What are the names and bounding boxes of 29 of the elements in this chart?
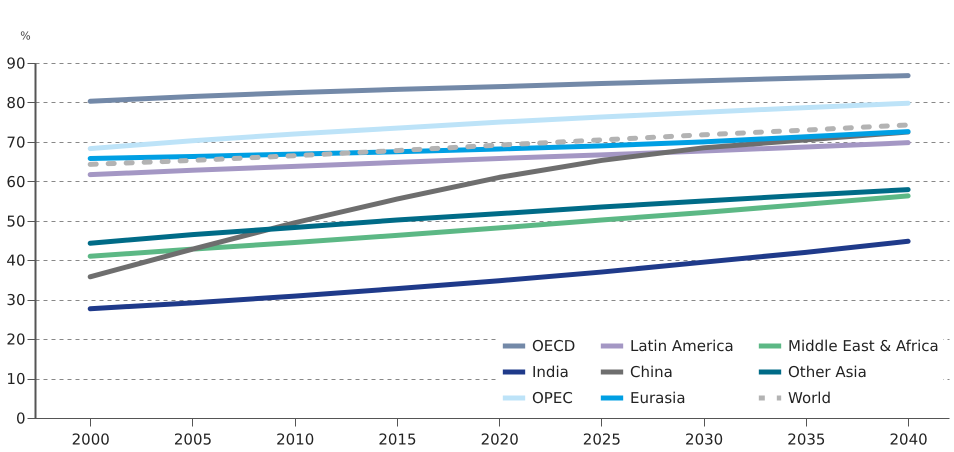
legend-label: Latin America bbox=[630, 337, 734, 355]
y-tick-label: 80 bbox=[6, 94, 26, 112]
legend-label: India bbox=[532, 363, 569, 381]
y-tick-label: 70 bbox=[6, 133, 26, 152]
y-tick-label: 50 bbox=[6, 212, 26, 230]
y-tick-label: 30 bbox=[6, 291, 26, 310]
legend-label: Other Asia bbox=[788, 363, 867, 381]
x-tick-label: 2035 bbox=[787, 430, 826, 448]
x-tick-label: 2040 bbox=[890, 430, 928, 448]
y-tick-label: 90 bbox=[6, 54, 26, 72]
legend-label: OPEC bbox=[532, 389, 573, 407]
y-axis-title: % bbox=[20, 30, 31, 42]
legend-label: World bbox=[788, 389, 831, 407]
x-tick-label: 2020 bbox=[480, 430, 519, 448]
legend-label: China bbox=[630, 363, 673, 381]
x-tick-label: 2010 bbox=[276, 430, 314, 448]
y-tick-label: 10 bbox=[6, 370, 26, 388]
x-tick-label: 2030 bbox=[685, 430, 724, 448]
legend-label: Eurasia bbox=[630, 389, 686, 407]
y-tick-label: 20 bbox=[6, 330, 26, 349]
y-tick-label: 40 bbox=[6, 252, 26, 270]
y-tick-label: 60 bbox=[6, 172, 26, 191]
x-tick-label: 2000 bbox=[72, 430, 110, 448]
x-tick-label: 2005 bbox=[174, 430, 212, 448]
x-tick-label: 2025 bbox=[582, 430, 621, 448]
x-tick-label: 2015 bbox=[378, 430, 417, 448]
legend-label: Middle East & Africa bbox=[788, 337, 939, 355]
legend-label: OECD bbox=[532, 337, 576, 355]
y-tick-label: 0 bbox=[16, 410, 26, 428]
